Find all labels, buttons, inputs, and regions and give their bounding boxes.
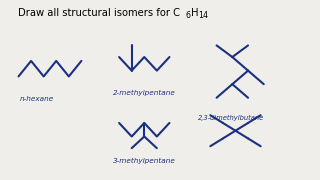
Text: Draw all structural isomers for C: Draw all structural isomers for C: [19, 8, 180, 18]
Text: 14: 14: [198, 11, 208, 20]
Text: 2,3-dimethylbutane: 2,3-dimethylbutane: [198, 115, 264, 121]
Text: 3-methylpentane: 3-methylpentane: [113, 158, 176, 164]
Text: 2-methylpentane: 2-methylpentane: [113, 90, 176, 96]
Text: n-hexane: n-hexane: [20, 96, 54, 102]
Text: H: H: [191, 8, 199, 18]
Text: 6: 6: [186, 11, 190, 20]
